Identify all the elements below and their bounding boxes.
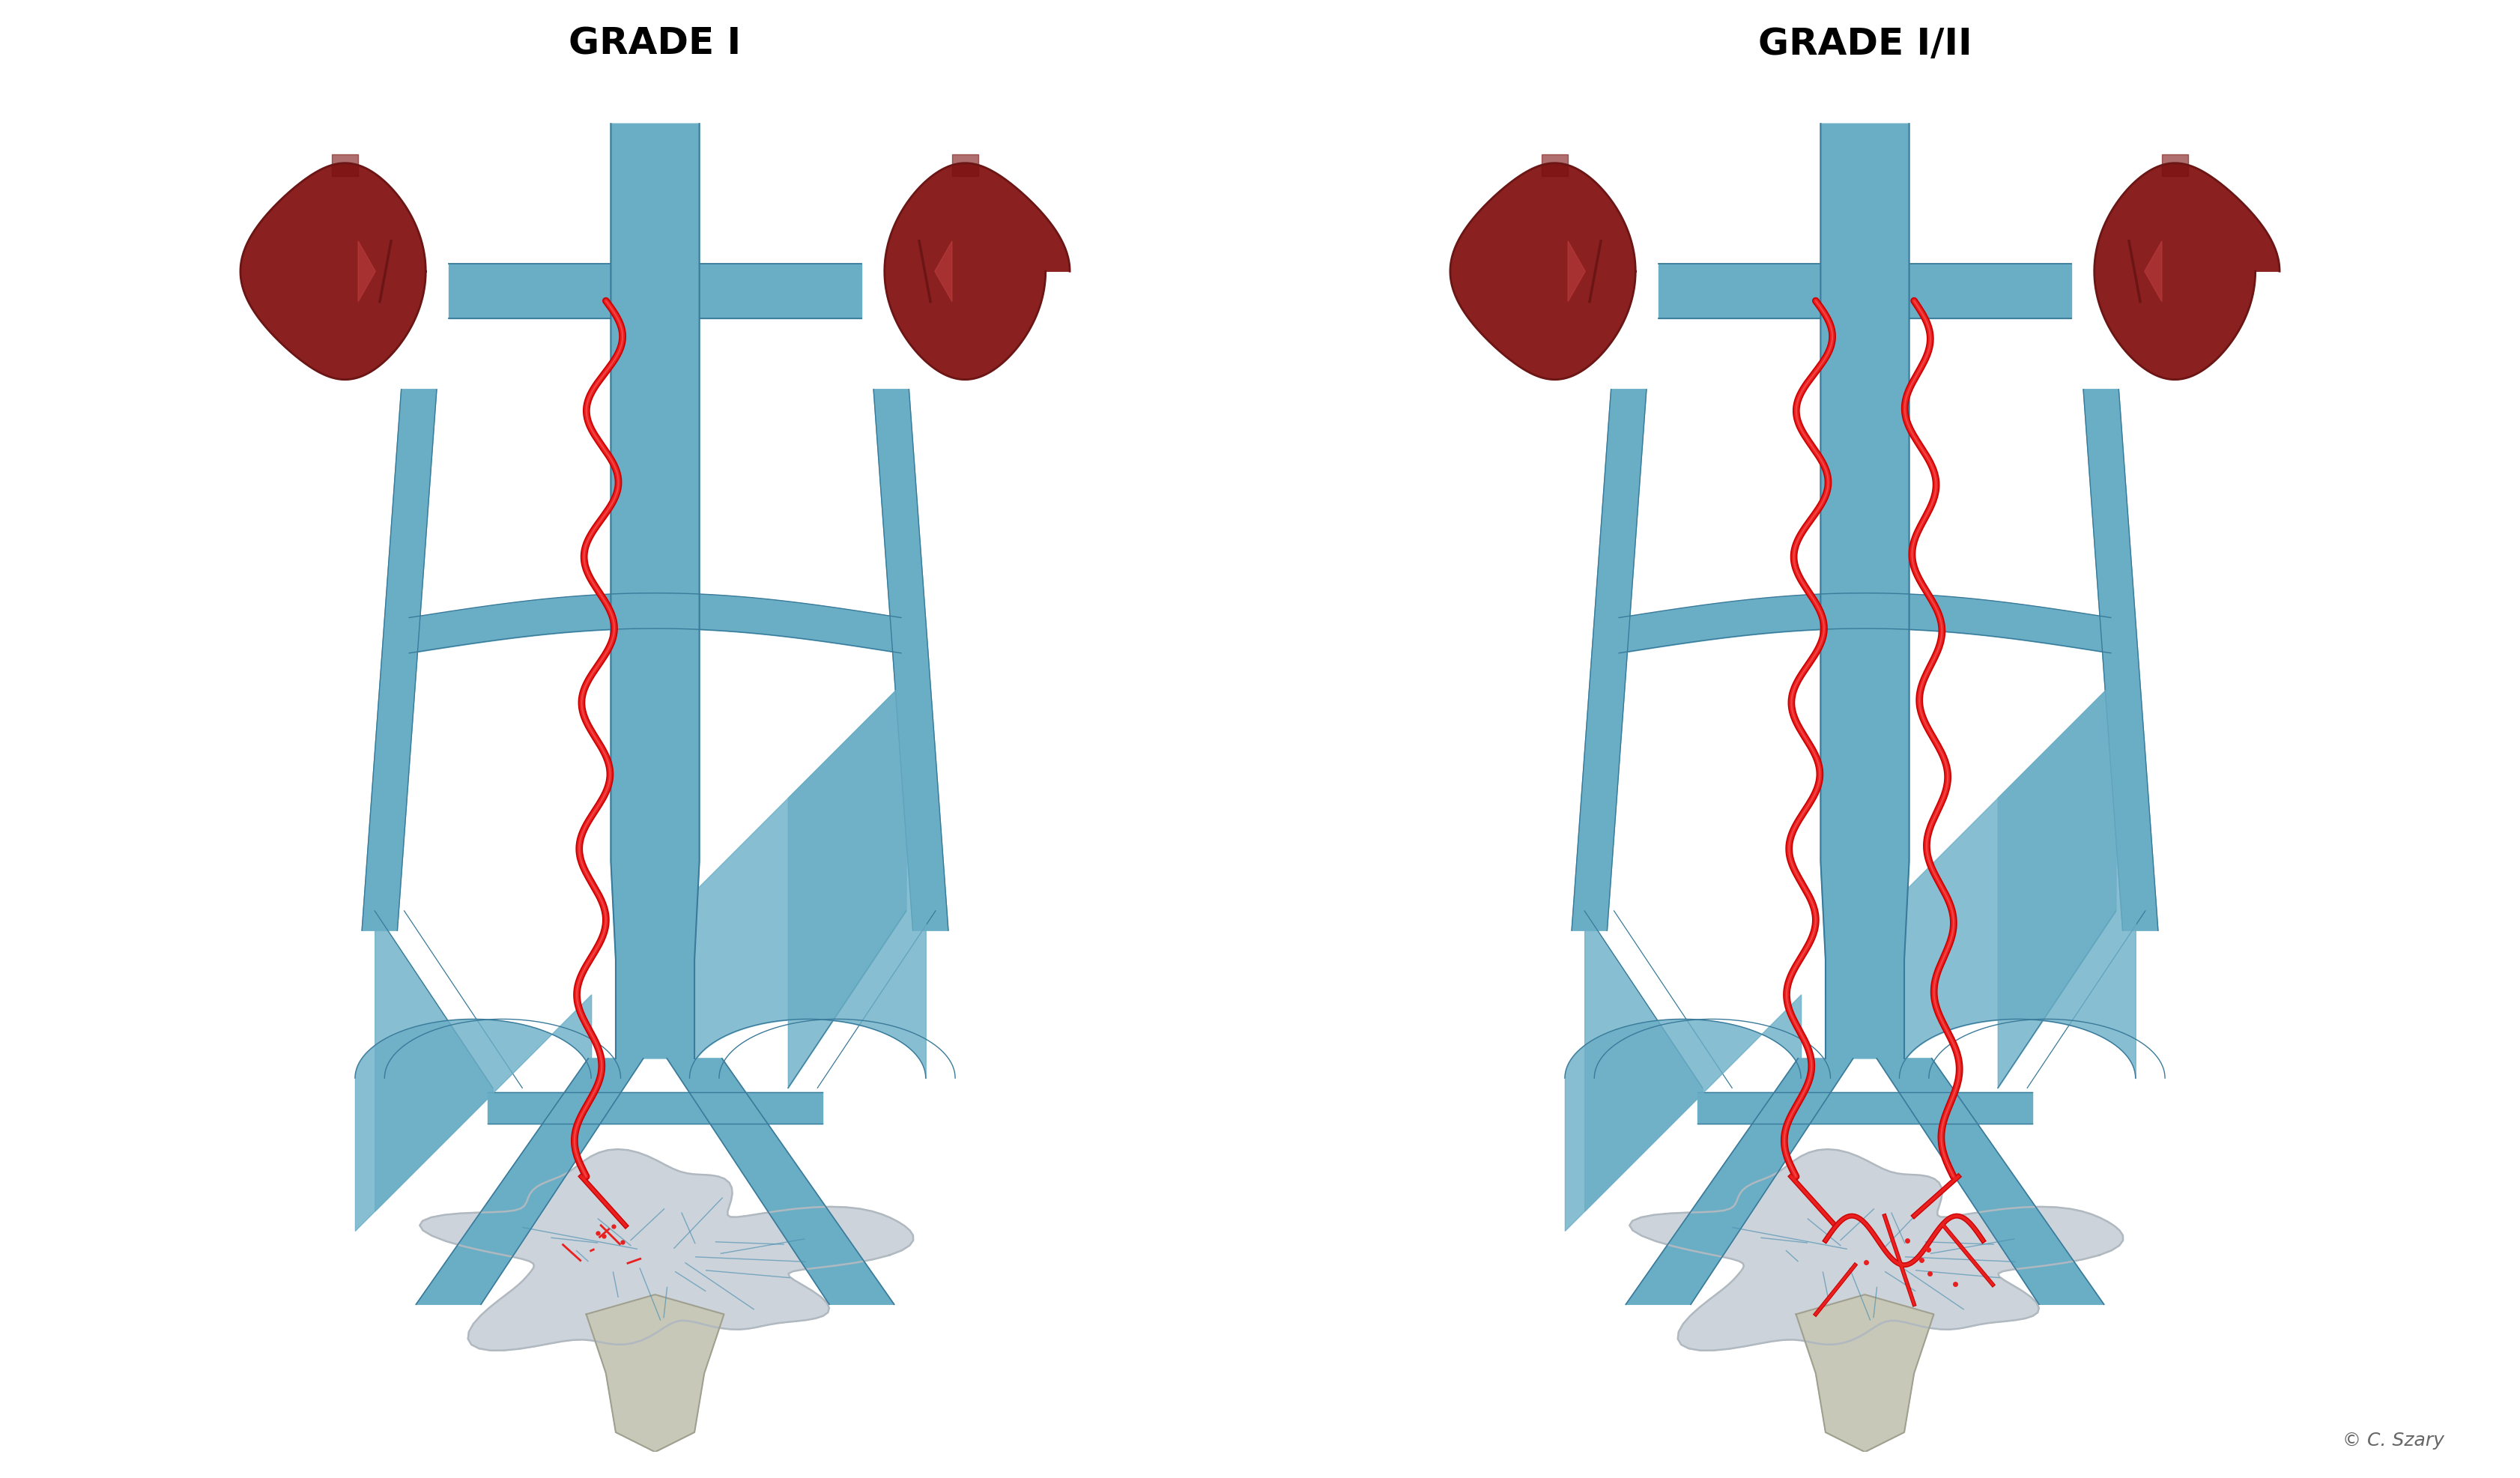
Polygon shape [1819,124,1910,1058]
Polygon shape [1797,1295,1933,1451]
Polygon shape [363,390,436,931]
Polygon shape [2145,241,2162,302]
Polygon shape [358,241,375,302]
Polygon shape [421,1150,912,1351]
Polygon shape [416,1058,643,1305]
Polygon shape [239,164,426,380]
Text: © C. Szary: © C. Szary [2344,1431,2444,1448]
Polygon shape [2094,164,2281,380]
Polygon shape [668,1058,895,1305]
Polygon shape [1572,390,1646,931]
Title: GRADE I/II: GRADE I/II [1759,27,1971,62]
Polygon shape [1449,164,1635,380]
Polygon shape [935,241,953,302]
Polygon shape [885,164,1071,380]
Polygon shape [1877,1058,2104,1305]
Polygon shape [874,390,948,931]
Polygon shape [1630,1150,2122,1351]
Polygon shape [1567,241,1585,302]
Polygon shape [587,1295,723,1451]
Polygon shape [610,124,701,1058]
Polygon shape [1625,1058,1852,1305]
Title: GRADE I: GRADE I [570,27,741,62]
Polygon shape [2084,390,2157,931]
